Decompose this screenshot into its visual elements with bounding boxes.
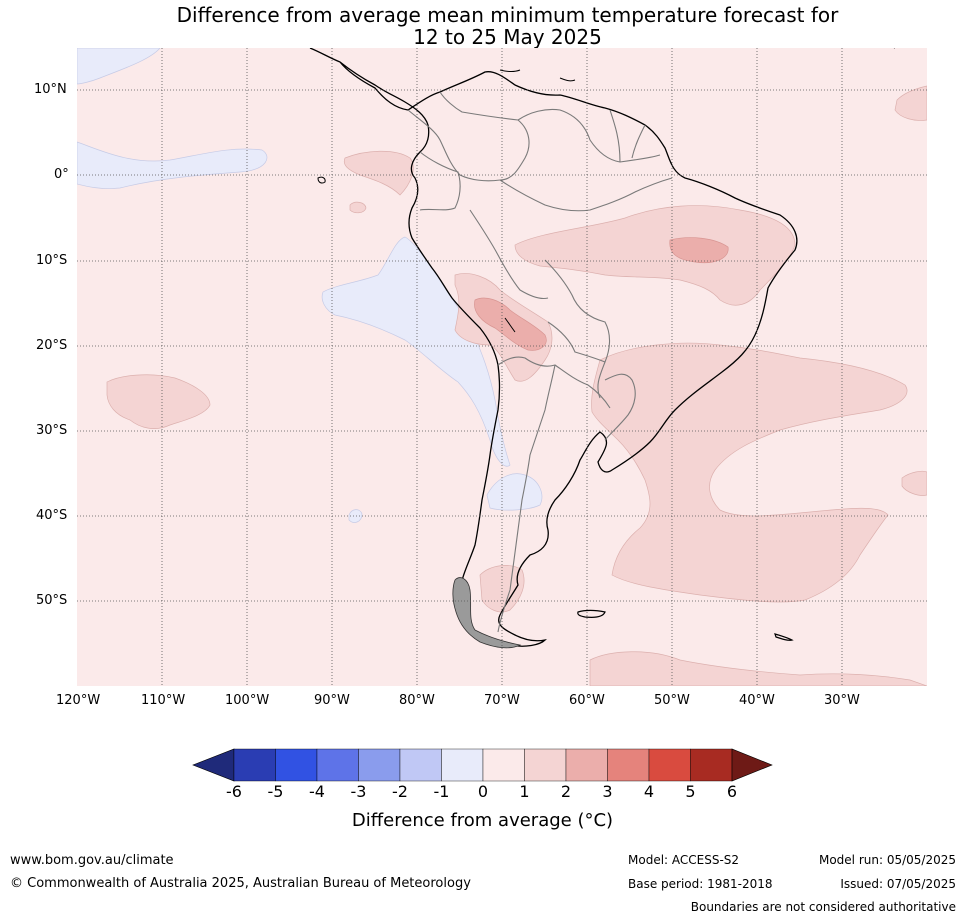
footer-model: Model: ACCESS-S2 bbox=[628, 853, 740, 867]
lon-label-110w: 110°W bbox=[141, 693, 186, 708]
colorbar-segment bbox=[358, 748, 401, 782]
colorbar-segment bbox=[565, 748, 608, 782]
colorbar-tick-label: -6 bbox=[226, 782, 242, 801]
lat-label-10n: 10°N bbox=[34, 82, 67, 97]
lon-label-120w: 120°W bbox=[56, 693, 101, 708]
lon-label-70w: 70°W bbox=[484, 693, 520, 708]
colorbar-tick-label: -4 bbox=[309, 782, 325, 801]
lon-label-50w: 50°W bbox=[654, 693, 690, 708]
colorbar-segment bbox=[399, 748, 442, 782]
lat-label-50s: 50°S bbox=[36, 593, 68, 608]
lake-titicaca bbox=[504, 317, 516, 333]
colorbar-tick-label: 6 bbox=[726, 782, 738, 801]
colorbar-tick-label: -5 bbox=[267, 782, 284, 801]
colorbar-tick-label: 5 bbox=[685, 782, 696, 801]
coastline bbox=[309, 48, 798, 647]
lat-label-30s: 30°S bbox=[36, 423, 68, 438]
lon-label-100w: 100°W bbox=[225, 693, 270, 708]
patagonia-islands bbox=[452, 577, 522, 649]
lon-label-60w: 60°W bbox=[569, 693, 605, 708]
footer-copyright: © Commonwealth of Australia 2025, Austra… bbox=[10, 876, 471, 891]
colorbar-segment bbox=[275, 748, 318, 782]
country-borders bbox=[407, 91, 673, 633]
footer-website: www.bom.gov.au/climate bbox=[10, 853, 174, 868]
colorbar-arrow-high bbox=[731, 748, 773, 782]
colorbar-label: Difference from average (°C) bbox=[351, 810, 614, 831]
anomaly-below-0-area-pacific bbox=[321, 236, 511, 467]
galapagos-islands bbox=[317, 176, 326, 184]
colorbar-tick-label: 3 bbox=[602, 782, 613, 801]
footer-disclaimer: Boundaries are not considered authoritat… bbox=[690, 900, 956, 914]
lon-label-80w: 80°W bbox=[399, 693, 435, 708]
colorbar-segment bbox=[316, 748, 359, 782]
lat-label-10s: 10°S bbox=[36, 253, 68, 268]
anomaly-2-to-3-areas bbox=[474, 237, 729, 351]
south-georgia bbox=[774, 633, 794, 641]
colorbar-tick-label: 2 bbox=[560, 782, 572, 801]
colorbar-tick-label: 0 bbox=[477, 782, 489, 801]
colorbar-segment bbox=[690, 748, 733, 782]
colorbar-tick-label: -2 bbox=[392, 782, 408, 801]
footer-model-run: Model run: 05/05/2025 bbox=[818, 853, 956, 867]
title-line-2: 12 to 25 May 2025 bbox=[413, 25, 602, 49]
lat-label-20s: 20°S bbox=[36, 338, 68, 353]
lon-label-40w: 40°W bbox=[739, 693, 775, 708]
anomaly-below-0-area-north bbox=[77, 48, 161, 85]
anomaly-1-to-2-areas bbox=[106, 85, 927, 686]
colorbar-segment bbox=[482, 748, 525, 782]
colorbar-tick-label: 1 bbox=[519, 782, 530, 801]
colorbar-segment bbox=[441, 748, 484, 782]
falkland-islands bbox=[577, 609, 606, 618]
colorbar-segment bbox=[648, 748, 691, 782]
anomaly-below-0-area-equator bbox=[77, 141, 268, 189]
lon-label-90w: 90°W bbox=[314, 693, 350, 708]
footer-base-period: Base period: 1981-2018 bbox=[628, 877, 773, 891]
caribbean-islands bbox=[499, 48, 895, 82]
graticule bbox=[77, 48, 927, 686]
lon-label-30w: 30°W bbox=[824, 693, 860, 708]
lat-label-40s: 40°S bbox=[36, 508, 68, 523]
title-line-1: Difference from average mean minimum tem… bbox=[176, 3, 839, 27]
colorbar-tick-label: -1 bbox=[433, 782, 450, 801]
anomaly-below-0-area-small bbox=[348, 509, 363, 523]
colorbar-segment bbox=[524, 748, 567, 782]
lat-label-0: 0° bbox=[54, 167, 69, 182]
map-title: Difference from average mean minimum tem… bbox=[0, 4, 965, 48]
anomaly-below-0-area-chile bbox=[486, 473, 543, 511]
colorbar-arrow-low bbox=[192, 748, 235, 782]
colorbar-segment bbox=[233, 748, 276, 782]
colorbar-segment bbox=[607, 748, 650, 782]
footer-issued: Issued: 07/05/2025 bbox=[840, 877, 956, 891]
colorbar-tick-label: -3 bbox=[350, 782, 367, 801]
colorbar-tick-label: 4 bbox=[643, 782, 655, 801]
colorbar bbox=[192, 748, 773, 782]
